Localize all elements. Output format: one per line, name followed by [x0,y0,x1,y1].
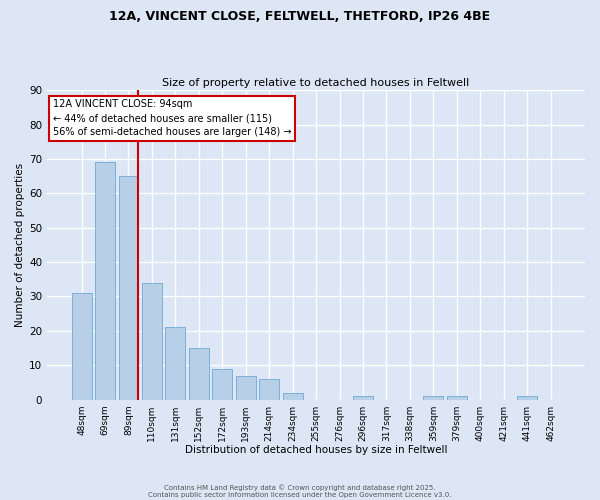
Text: 12A, VINCENT CLOSE, FELTWELL, THETFORD, IP26 4BE: 12A, VINCENT CLOSE, FELTWELL, THETFORD, … [109,10,491,23]
Bar [119,176,139,400]
Y-axis label: Number of detached properties: Number of detached properties [15,163,25,327]
Bar [447,396,467,400]
Text: Contains HM Land Registry data © Crown copyright and database right 2025.: Contains HM Land Registry data © Crown c… [164,484,436,491]
Title: Size of property relative to detached houses in Feltwell: Size of property relative to detached ho… [163,78,470,88]
Bar [166,328,185,400]
Bar [95,162,115,400]
Bar [283,392,302,400]
Text: Contains public sector information licensed under the Open Government Licence v3: Contains public sector information licen… [148,492,452,498]
Bar [142,282,162,400]
Text: 12A VINCENT CLOSE: 94sqm
← 44% of detached houses are smaller (115)
56% of semi-: 12A VINCENT CLOSE: 94sqm ← 44% of detach… [53,100,291,138]
Bar [259,379,279,400]
Bar [189,348,209,400]
Bar [212,368,232,400]
Bar [236,376,256,400]
Bar [71,293,92,400]
Bar [517,396,537,400]
Bar [424,396,443,400]
X-axis label: Distribution of detached houses by size in Feltwell: Distribution of detached houses by size … [185,445,448,455]
Bar [353,396,373,400]
